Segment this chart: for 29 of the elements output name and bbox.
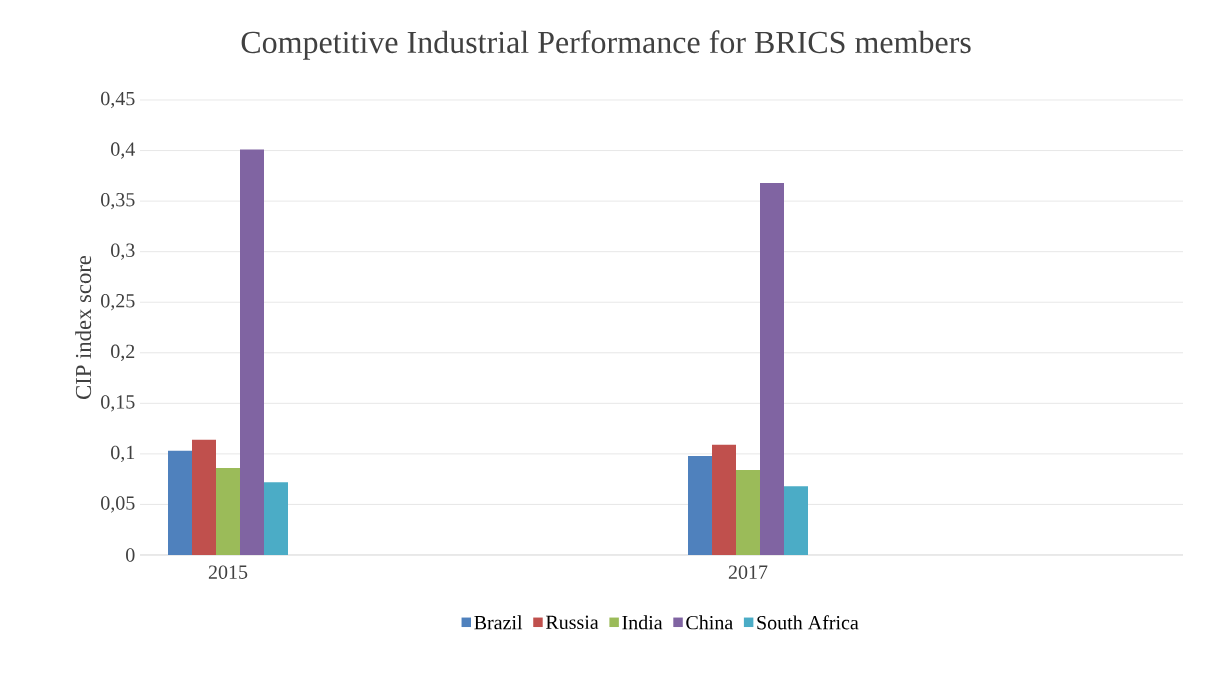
legend-label: China [686, 615, 733, 630]
bar [688, 455, 713, 555]
x-tick-label: 2017 [728, 565, 768, 579]
bar [712, 444, 736, 555]
y-tick-label: 0,1 [111, 445, 135, 463]
y-axis-title: CIP index score [75, 255, 92, 399]
y-tick-label: 0,15 [101, 395, 135, 412]
y-tick-label: 0,25 [101, 294, 135, 311]
legend-label: Russia [545, 615, 599, 630]
bar [240, 149, 264, 555]
legend-label: India [622, 615, 663, 630]
bar [192, 439, 216, 555]
legend-label: Brazil [474, 615, 523, 630]
chart-title: Competitive Industrial Performance for BRICS members [241, 30, 971, 60]
y-tick-label: 0,2 [111, 344, 135, 361]
legend-label: South Africa [757, 615, 859, 630]
y-tick-label: 0,35 [101, 192, 135, 210]
bar [168, 450, 192, 555]
y-tick-label: 0,4 [111, 142, 135, 159]
y-tick-label: 0,05 [101, 496, 135, 513]
x-tick-label: 2015 [208, 565, 248, 579]
bar [264, 482, 288, 555]
bar [736, 470, 761, 555]
bar [784, 486, 809, 555]
y-tick-label: 0,3 [111, 243, 135, 260]
bar [216, 468, 240, 555]
bar [760, 182, 785, 555]
y-tick-label: 0,45 [101, 91, 135, 109]
y-tick-label: 0 [126, 548, 135, 562]
